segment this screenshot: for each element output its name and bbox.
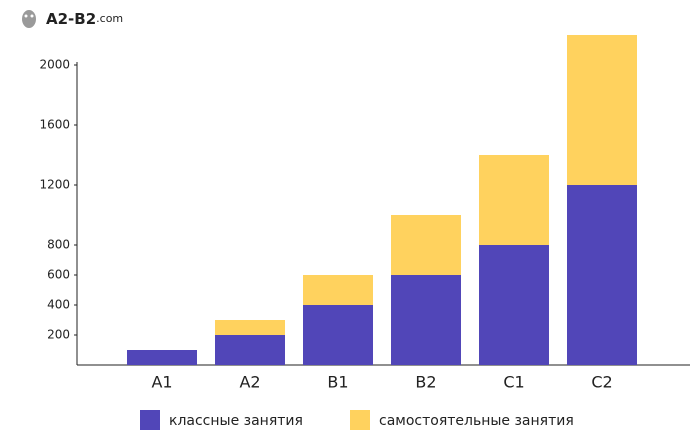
bar-segment: [303, 305, 373, 365]
y-tick-label: 2000: [39, 58, 70, 72]
bar-segment: [479, 155, 549, 245]
bar-segment: [479, 245, 549, 365]
logo[interactable]: A2-B2.com: [22, 10, 123, 29]
bar-segment: [215, 320, 285, 335]
x-tick-label: B2: [415, 373, 436, 392]
bar-segment: [567, 185, 637, 365]
logo-icon-eye: [24, 14, 28, 18]
y-tick-label: 1200: [39, 178, 70, 192]
legend-label: самостоятельные занятия: [379, 413, 574, 429]
bar-segment: [391, 275, 461, 365]
logo-main: A2-B2: [46, 10, 96, 28]
bar-segment: [391, 215, 461, 275]
y-tick-label: 800: [47, 238, 70, 252]
legend-label: классные занятия: [169, 413, 303, 429]
legend-swatch: [350, 410, 370, 430]
y-tick-label: 400: [47, 298, 70, 312]
bar-segment: [127, 350, 197, 365]
x-tick-label: C1: [503, 373, 524, 392]
logo-icon-eye: [30, 14, 34, 18]
logo-icon: [22, 10, 36, 28]
logo-text: A2-B2.com: [46, 10, 123, 28]
bar-segment: [303, 275, 373, 305]
x-tick-label: C2: [591, 373, 612, 392]
bar-segment: [567, 35, 637, 185]
y-tick-label: 200: [47, 328, 70, 342]
x-tick-label: A1: [151, 373, 172, 392]
y-tick-label: 600: [47, 268, 70, 282]
legend-swatch: [140, 410, 160, 430]
logo-suffix: .com: [96, 12, 123, 25]
bar-segment: [215, 335, 285, 365]
x-tick-label: A2: [239, 373, 260, 392]
y-tick-label: 1600: [39, 118, 70, 132]
x-tick-label: B1: [327, 373, 348, 392]
